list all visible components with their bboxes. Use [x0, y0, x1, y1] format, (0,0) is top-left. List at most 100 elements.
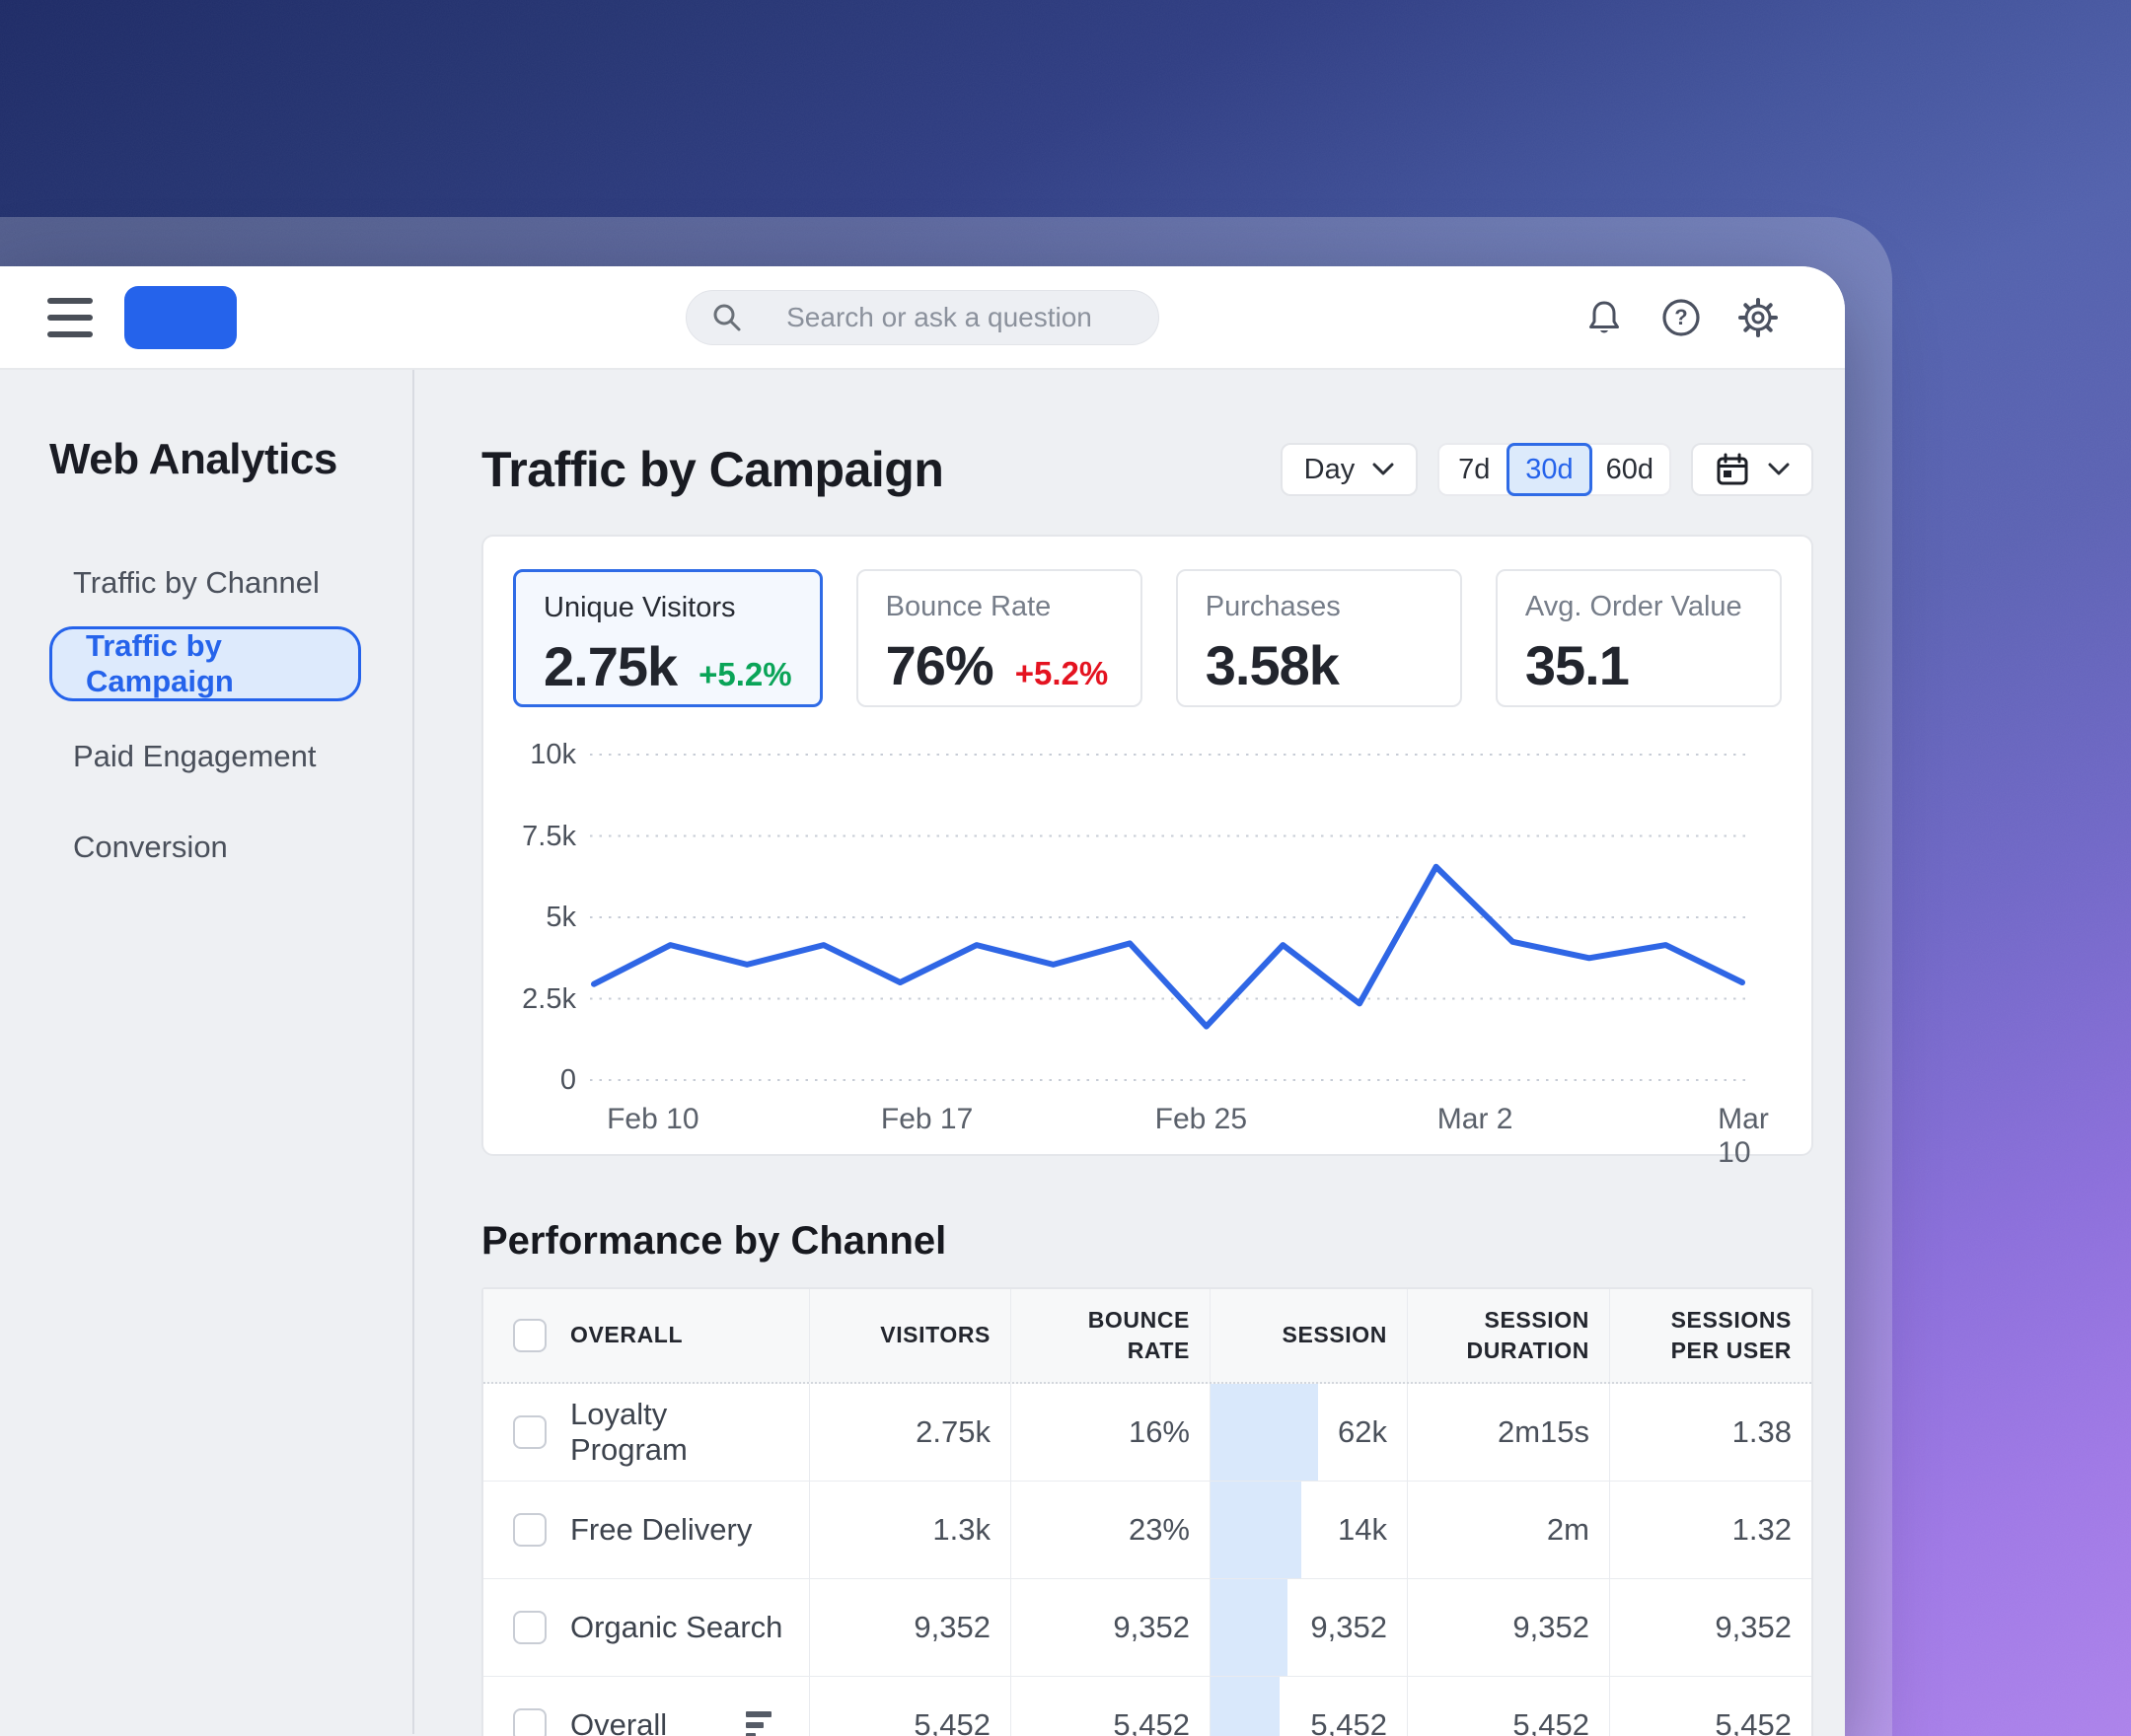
row-name-label: Overall [570, 1707, 668, 1736]
chevron-down-icon [1768, 463, 1790, 475]
bounce-rate-value: 16% [1128, 1414, 1190, 1449]
sessions-per-user-value: 1.32 [1731, 1512, 1792, 1547]
range-button-30d[interactable]: 30d [1506, 443, 1592, 496]
sidebar-item-traffic-by-channel[interactable]: Traffic by Channel [73, 565, 320, 600]
calendar-picker-button[interactable] [1691, 443, 1813, 496]
session-duration-value: 5,452 [1512, 1707, 1589, 1736]
session-value: 9,352 [1310, 1610, 1387, 1644]
app-window: ? [0, 266, 1845, 1736]
bounce-rate-cell: 23% [1010, 1482, 1210, 1578]
bounce-rate-cell: 9,352 [1010, 1579, 1210, 1676]
row-checkbox[interactable] [513, 1708, 547, 1736]
sidebar-item-paid-engagement[interactable]: Paid Engagement [73, 739, 317, 773]
notification-bell-icon[interactable] [1580, 294, 1628, 341]
kpi-value-row: 3.58k [1206, 633, 1433, 697]
date-range-segmented-control: 7d 30d 60d [1437, 443, 1671, 496]
main-panel: Traffic by Campaign Day 7d 30d 60d [414, 370, 1845, 1736]
session-cell: 14k [1210, 1482, 1407, 1578]
calendar-icon [1717, 453, 1748, 485]
session-value: 14k [1338, 1512, 1387, 1547]
y-axis-tick-label: 2.5k [522, 982, 576, 1015]
y-axis-tick-label: 0 [559, 1064, 576, 1096]
row-name-label: Free Delivery [570, 1512, 753, 1547]
row-checkbox[interactable] [513, 1611, 547, 1644]
session-cell: 9,352 [1210, 1579, 1407, 1676]
kpi-card-unique-visitors[interactable]: Unique Visitors 2.75k +5.2% [513, 569, 823, 707]
search-input[interactable] [744, 301, 1135, 333]
mini-bars-icon [746, 1711, 772, 1736]
sessions-per-user-cell: 1.32 [1609, 1482, 1811, 1578]
session-duration-value: 2m15s [1497, 1414, 1589, 1449]
kpi-card-avg-order-value[interactable]: Avg. Order Value 35.1 [1495, 569, 1783, 707]
session-value: 5,452 [1310, 1707, 1387, 1736]
kpi-delta: +5.2% [1014, 655, 1109, 691]
table-row-overall[interactable]: Overall 5,452 5,452 5,452 5,452 5,452 [483, 1676, 1811, 1736]
page-title: Traffic by Campaign [481, 442, 944, 497]
bounce-rate-value: 23% [1128, 1512, 1190, 1547]
row-name-label: Loyalty Program [570, 1397, 688, 1467]
table-row-free-delivery[interactable]: Free Delivery 1.3k 23% 14k 2m 1.32 [483, 1481, 1811, 1578]
visitors-value: 5,452 [914, 1707, 991, 1736]
kpi-row: Unique Visitors 2.75k +5.2% Bounce Rate 76% +… [513, 569, 1783, 707]
row-name-label: Organic Search [570, 1610, 783, 1644]
x-axis-tick-label: Mar 10 [1718, 1103, 1769, 1169]
top-bar: ? [0, 266, 1845, 370]
row-checkbox[interactable] [513, 1415, 547, 1449]
table-header-cell-session: SESSION [1210, 1289, 1407, 1382]
select-all-checkbox[interactable] [513, 1319, 547, 1352]
table-header-cell-overall: OVERALL [483, 1289, 809, 1382]
app-body: Web Analytics Traffic by Channel Traffic … [0, 370, 1845, 1736]
settings-gear-icon[interactable] [1734, 294, 1782, 341]
traffic-line-chart-svg [590, 754, 1746, 1081]
table-row-loyalty-program[interactable]: Loyalty Program 2.75k 16% 62k 2m15s 1.38 [483, 1384, 1811, 1481]
kpi-value-row: 35.1 [1525, 633, 1752, 697]
sessions-per-user-cell: 9,352 [1609, 1579, 1811, 1676]
sidebar-nav: Traffic by Channel Traffic by Campaign Pai… [49, 555, 412, 875]
kpi-value: 35.1 [1524, 634, 1630, 696]
sessions-per-user-value: 1.38 [1731, 1414, 1792, 1449]
sidebar-item-traffic-by-campaign[interactable]: Traffic by Campaign [49, 626, 361, 701]
x-axis-tick-label: Feb 17 [880, 1103, 974, 1135]
sidebar-item-conversion[interactable]: Conversion [73, 830, 228, 864]
sidebar: Web Analytics Traffic by Channel Traffic … [0, 370, 414, 1734]
header-controls: Day 7d 30d 60d [1280, 443, 1813, 496]
table-header-cell-session-duration: SESSION DURATION [1407, 1289, 1609, 1382]
row-name-cell: Overall [483, 1677, 809, 1736]
session-duration-cell: 2m15s [1407, 1384, 1609, 1481]
traffic-line-series [591, 863, 1745, 1030]
interval-select[interactable]: Day [1280, 443, 1419, 496]
x-axis-tick-label: Feb 10 [607, 1103, 699, 1135]
kpi-value-row: 2.75k +5.2% [544, 634, 792, 698]
search-bar[interactable] [686, 289, 1159, 345]
kpi-value-row: 76% +5.2% [886, 633, 1113, 697]
sessions-per-user-cell: 5,452 [1609, 1677, 1811, 1736]
table-row-organic-search[interactable]: Organic Search 9,352 9,352 9,352 9,352 9,352 [483, 1578, 1811, 1676]
hamburger-menu-icon[interactable] [47, 295, 93, 340]
session-bar [1211, 1482, 1301, 1578]
bounce-rate-cell: 16% [1010, 1384, 1210, 1481]
visitors-cell: 1.3k [809, 1482, 1010, 1578]
line-chart: 0 2.5k 5k 7.5k 10k [513, 737, 1782, 1097]
sidebar-title: Web Analytics [49, 435, 337, 483]
kpi-card-bounce-rate[interactable]: Bounce Rate 76% +5.2% [855, 569, 1142, 707]
session-bar [1211, 1384, 1319, 1481]
chart-plot-area [590, 737, 1782, 1097]
kpi-value: 76% [885, 634, 994, 696]
help-icon[interactable]: ? [1657, 294, 1705, 341]
x-axis-tick-label: Mar 2 [1436, 1103, 1513, 1135]
visitors-cell: 2.75k [809, 1384, 1010, 1481]
interval-select-label: Day [1303, 453, 1356, 485]
table-section-title: Performance by Channel [481, 1219, 947, 1263]
kpi-card-purchases[interactable]: Purchases 3.58k [1175, 569, 1462, 707]
row-checkbox[interactable] [513, 1513, 547, 1547]
session-duration-cell: 2m [1407, 1482, 1609, 1578]
range-button-60d[interactable]: 60d [1605, 453, 1653, 485]
range-button-7d[interactable]: 7d [1458, 453, 1491, 485]
kpi-label: Avg. Order Value [1524, 591, 1742, 622]
visitors-value: 2.75k [916, 1414, 991, 1449]
session-duration-value: 2m [1546, 1512, 1589, 1547]
svg-text:?: ? [1674, 305, 1687, 329]
session-cell: 62k [1210, 1384, 1407, 1481]
session-cell: 5,452 [1210, 1677, 1407, 1736]
app-logo[interactable] [124, 285, 237, 349]
